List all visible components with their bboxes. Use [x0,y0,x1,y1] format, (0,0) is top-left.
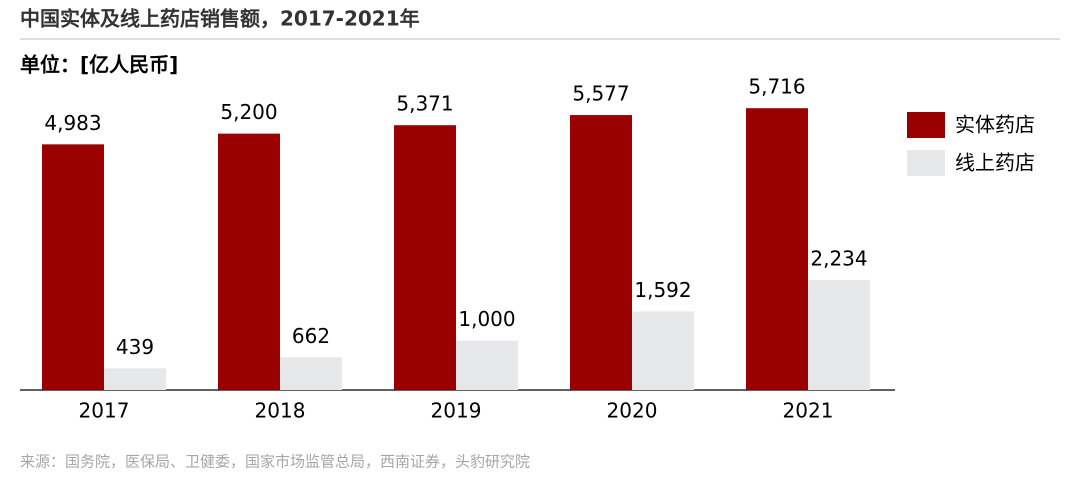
legend-swatch [907,112,945,138]
bar [394,125,456,390]
x-tick-label: 2019 [431,399,482,423]
value-label: 439 [116,335,154,359]
legend-label: 实体药店 [955,113,1035,137]
value-label: 5,716 [748,75,805,99]
bar [218,133,280,390]
legend-swatch [907,150,945,176]
value-label: 1,000 [458,307,515,331]
bar [808,279,870,390]
bar [104,368,166,390]
x-tick-label: 2021 [783,399,834,423]
bar [632,311,694,390]
bar [42,144,104,390]
bar [746,108,808,390]
x-tick-label: 2018 [255,399,306,423]
source-note: 来源：国务院，医保局、卫健委，国家市场监管总局，西南证券，头豹研究院 [20,453,530,471]
value-label: 5,371 [396,92,453,116]
bar [280,357,342,390]
x-tick-label: 2020 [607,399,658,423]
legend-label: 线上药店 [955,151,1035,175]
value-label: 4,983 [44,111,101,135]
value-label: 662 [292,324,330,348]
chart-subtitle: 单位：[亿人民币] [20,53,178,77]
value-label: 5,200 [220,100,277,124]
chart-title: 中国实体及线上药店销售额，2017-2021年 [20,7,420,31]
value-label: 2,234 [810,246,867,270]
x-tick-label: 2017 [79,399,130,423]
value-label: 5,577 [572,82,629,106]
bar [570,115,632,391]
bar [456,340,518,390]
value-label: 1,592 [634,278,691,302]
